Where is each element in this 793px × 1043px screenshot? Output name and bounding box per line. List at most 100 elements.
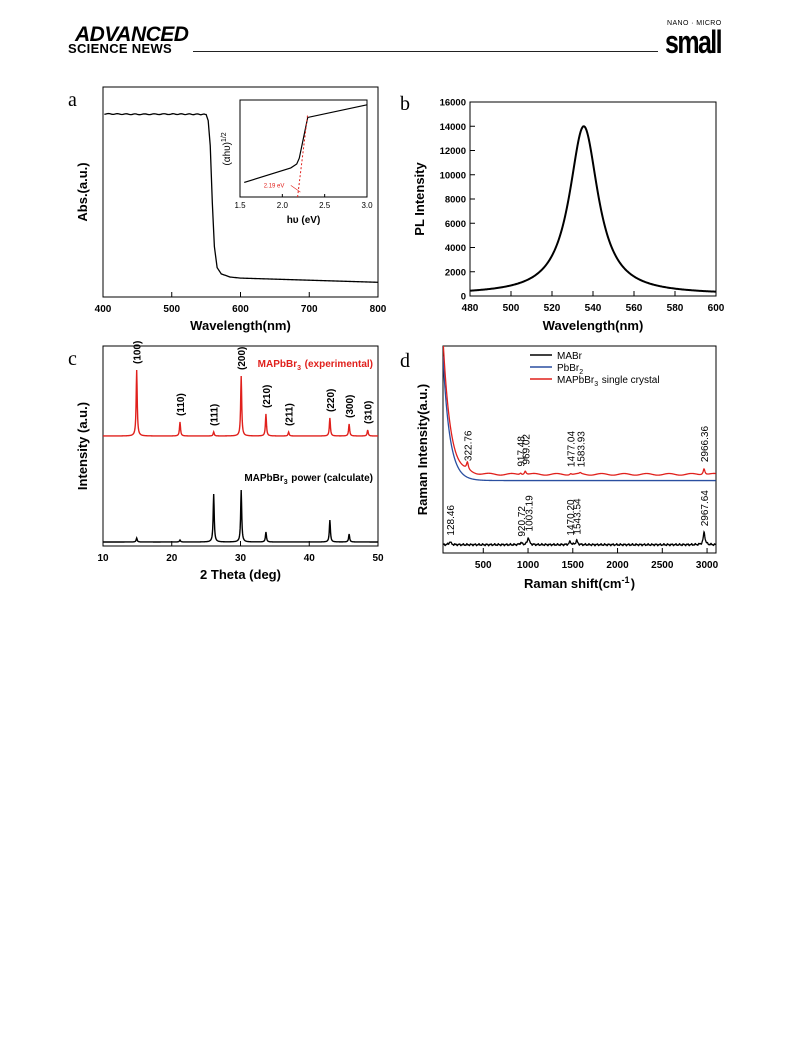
- x-tick-label: 500: [503, 303, 520, 314]
- xrd-series-line-1: [103, 489, 378, 543]
- x-tick-label: 3000: [696, 560, 719, 571]
- x-tick-label: 480: [462, 303, 479, 314]
- inset-y-axis-label: (αhυ)1/2: [221, 131, 233, 165]
- xrd-series-line-0: [103, 369, 378, 437]
- raman-series-line-1: [443, 356, 716, 482]
- peak-label: 1477.04: [567, 431, 578, 468]
- panel-label-a: a: [68, 89, 77, 111]
- y-tick-label: 4000: [445, 243, 466, 254]
- x-axis-label: Wavelength(nm): [543, 318, 644, 333]
- y-axis-label: Intensity (a.u.): [75, 402, 90, 490]
- y-tick-label: 14000: [440, 122, 466, 133]
- peak-label: 1470.20: [566, 499, 577, 536]
- series-label-calculated: MAPbBr3 power (calculate): [244, 473, 373, 486]
- y-axis-label: Raman Intensity(a.u.): [415, 384, 430, 515]
- x-tick-label: 2500: [651, 560, 674, 571]
- peak-label: (211): [285, 403, 296, 426]
- x-axis-label: Wavelength(nm): [190, 318, 291, 333]
- peak-label: 917.48: [517, 436, 528, 467]
- peak-label: 2966.36: [700, 426, 711, 463]
- x-tick-label: 560: [626, 303, 643, 314]
- peak-label: (100): [133, 341, 144, 364]
- y-tick-label: 2000: [445, 267, 466, 278]
- plot-frame: [469, 101, 717, 297]
- peak-label: 128.46: [446, 505, 457, 536]
- publisher-logo-advanced: ADVANCED: [75, 23, 189, 46]
- panel-label-c: c: [68, 348, 77, 370]
- peak-label: (210): [262, 385, 273, 408]
- peak-label: (111): [210, 404, 221, 426]
- inset-x-tick-label: 1.5: [234, 201, 246, 210]
- x-tick-label: 800: [370, 304, 387, 315]
- raman-series-line-2: [443, 346, 716, 476]
- y-axis-label: Abs.(a.u.): [75, 162, 90, 221]
- peak-label: 2967.64: [700, 490, 711, 527]
- peak-label: (310): [364, 401, 375, 424]
- x-tick-label: 540: [585, 303, 602, 314]
- y-tick-label: 10000: [440, 170, 466, 181]
- y-axis-label: PL Intensity: [412, 162, 427, 236]
- series-label-experimental: MAPbBr3 (experimental): [258, 359, 373, 372]
- peak-label: (220): [326, 389, 337, 412]
- x-tick-label: 10: [97, 553, 109, 564]
- inset-annotation: 2.19 eV: [264, 183, 285, 189]
- legend-label: PbBr2: [557, 363, 584, 376]
- x-tick-label: 40: [304, 553, 316, 564]
- abs-series-line: [104, 112, 379, 283]
- x-tick-label: 500: [475, 560, 492, 571]
- peak-label: 1543.54: [573, 498, 584, 535]
- peak-label: (110): [176, 393, 187, 416]
- inset-chart: 1.5 2.0 2.5 3.0 hυ (eV) (αhυ)1/2 2.19 eV: [221, 99, 373, 226]
- x-axis-label: Raman shift(cm-1 ): [524, 575, 635, 591]
- x-tick-label: 1500: [562, 560, 585, 571]
- y-tick-label: 8000: [445, 195, 466, 206]
- legend-label: MAPbBr3 single crystal: [557, 375, 660, 388]
- x-tick-label: 600: [232, 304, 249, 315]
- x-tick-label: 520: [544, 303, 561, 314]
- pl-series-line: [469, 125, 717, 293]
- x-tick-label: 20: [166, 553, 178, 564]
- x-axis-label: 2 Theta (deg): [200, 567, 281, 582]
- peak-label: 322.76: [463, 430, 474, 461]
- inset-x-tick-label: 2.0: [277, 201, 289, 210]
- x-tick-label: 600: [708, 303, 725, 314]
- inset-x-axis-label: hυ (eV): [287, 215, 321, 226]
- publisher-logo-science-news: SCIENCE NEWS: [68, 41, 173, 56]
- inset-series-line: [244, 104, 368, 184]
- panel-a: a 400 500 600 700 800 Wavelength(nm) Abs.(a.u.)…: [68, 86, 387, 333]
- journal-prefix: NANO · MICRO: [667, 20, 722, 27]
- peak-label: 1583.93: [576, 431, 587, 468]
- inset-x-tick-label: 3.0: [361, 201, 373, 210]
- peak-label: 969.02: [521, 434, 532, 465]
- panel-label-d: d: [400, 350, 410, 372]
- x-tick-label: 50: [372, 553, 384, 564]
- x-tick-label: 1000: [517, 560, 540, 571]
- x-tick-label: 2000: [606, 560, 629, 571]
- panel-label-b: b: [400, 93, 410, 115]
- plot-frame: [442, 345, 717, 554]
- header-rule: [193, 51, 658, 52]
- x-tick-label: 500: [163, 304, 180, 315]
- x-tick-label: 30: [235, 553, 247, 564]
- y-tick-label: 12000: [440, 146, 466, 157]
- raman-series-line-0: [443, 530, 716, 547]
- x-tick-label: 700: [301, 304, 318, 315]
- x-tick-label: 580: [667, 303, 684, 314]
- x-tick-label: 400: [95, 304, 112, 315]
- inset-x-tick-label: 2.5: [319, 201, 331, 210]
- y-tick-label: 16000: [440, 98, 466, 109]
- panel-c: c 10 20 30 40 50 2 Theta (deg) Intensity (a.u.)…: [68, 341, 384, 582]
- peak-label: 1003.19: [524, 495, 535, 532]
- legend-label: MABr: [557, 351, 583, 362]
- journal-logo: small: [665, 24, 723, 60]
- raman-plot-area: [443, 346, 716, 547]
- inset-annotation-pointer: [290, 185, 301, 193]
- peak-label: (300): [345, 395, 356, 418]
- peak-label: (200): [237, 347, 248, 370]
- y-tick-label: 0: [461, 292, 466, 303]
- y-tick-label: 6000: [445, 219, 466, 230]
- peak-label: 920.72: [517, 506, 528, 537]
